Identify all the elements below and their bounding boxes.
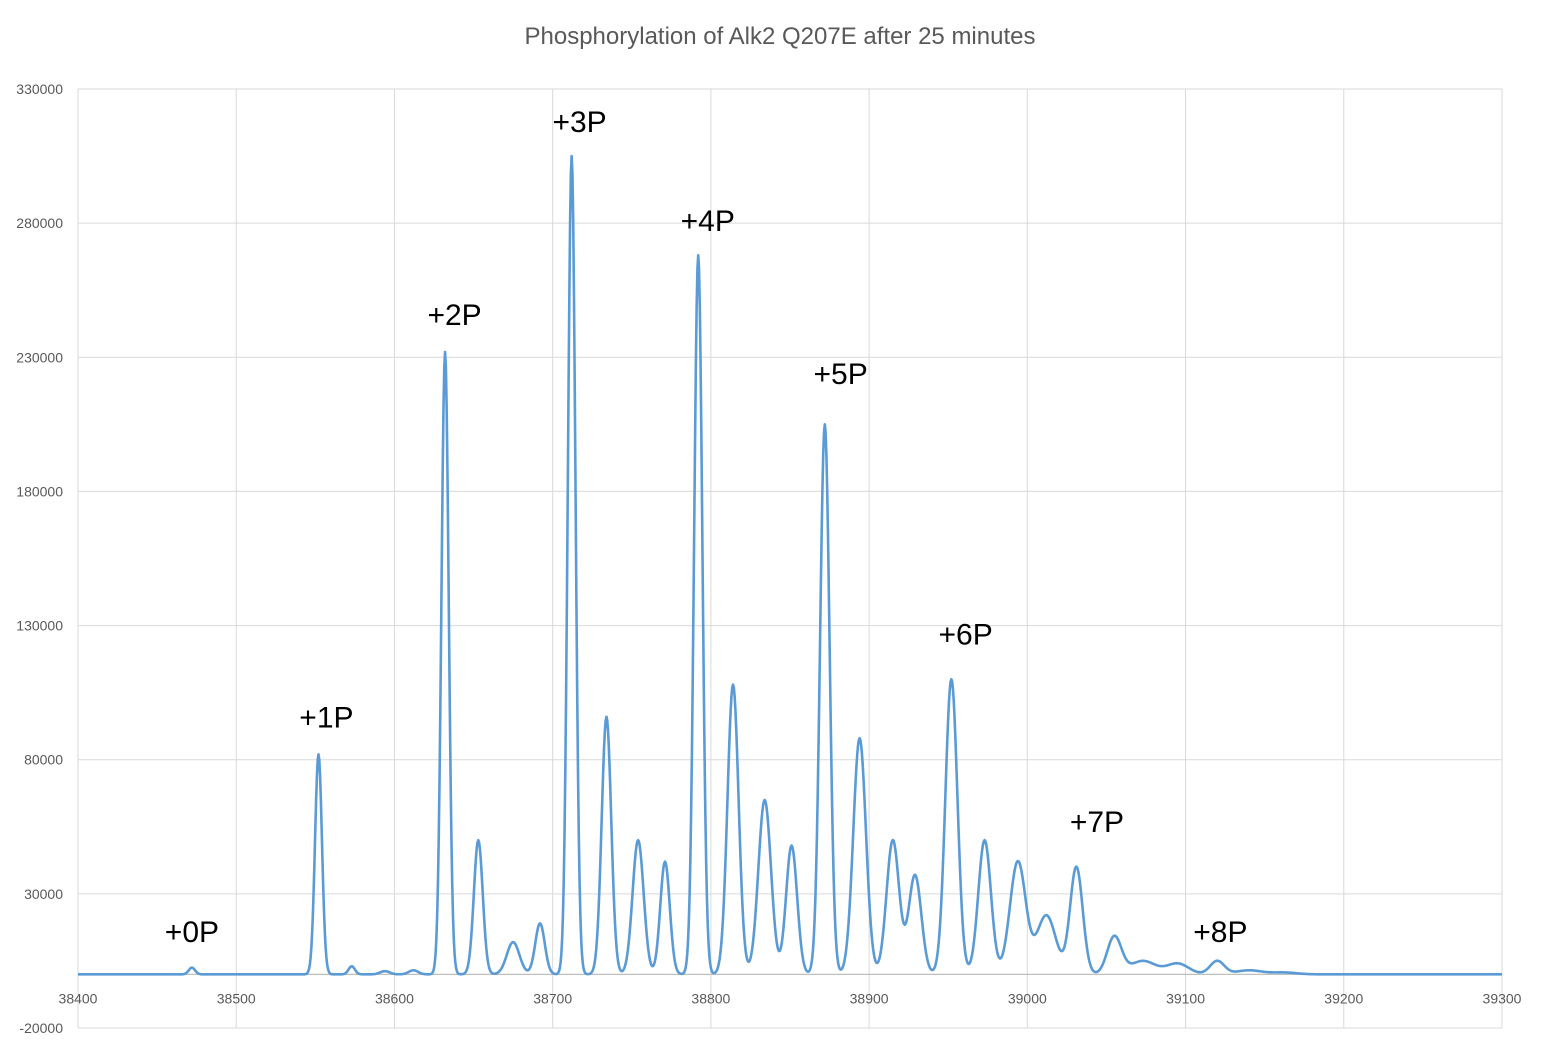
y-tick-label: 280000 [16,215,63,231]
x-tick-label: 38900 [850,990,889,1006]
peak-label: +2P [427,299,481,332]
x-tick-label: 39200 [1324,990,1363,1006]
x-tick-label: 39000 [1008,990,1047,1006]
y-gridlines [78,88,1502,1029]
peak-label: +1P [299,702,353,735]
peak-label: +6P [939,618,993,651]
peak-label: +7P [1070,806,1124,839]
y-tick-label: 230000 [16,349,63,365]
x-tick-label: 38500 [217,990,256,1006]
y-axis-ticks: -20000 30000 80000 130000 180000 230000 280000… [16,81,63,1036]
x-axis-ticks: 38400 38500 38600 38700 38800 38900 39000 39100… [59,990,1522,1006]
peak-label: +5P [814,358,868,391]
peak-label: +4P [681,205,735,238]
x-tick-label: 38600 [375,990,414,1006]
x-tick-label: 38700 [533,990,572,1006]
x-tick-label: 39300 [1483,990,1522,1006]
y-tick-label: -20000 [19,1020,63,1036]
peak-label: +3P [552,106,606,139]
y-tick-label: 80000 [24,752,63,768]
chart-title: Phosphorylation of Alk2 Q207E after 25 m… [525,23,1036,50]
x-tick-label: 39100 [1166,990,1205,1006]
x-tick-label: 38400 [59,990,98,1006]
peak-annotations: +0P +1P +2P +3P +4P +5P +6P +7P +8P [165,106,1248,949]
peak-label: +8P [1193,916,1247,949]
peak-label: +0P [165,916,219,949]
x-gridlines [77,89,1503,1028]
y-tick-label: 330000 [16,81,63,97]
x-tick-label: 38800 [691,990,730,1006]
y-tick-label: 30000 [24,886,63,902]
spectrum-series-line [77,154,1503,976]
y-tick-label: 180000 [16,483,63,499]
y-tick-label: 130000 [16,618,63,634]
